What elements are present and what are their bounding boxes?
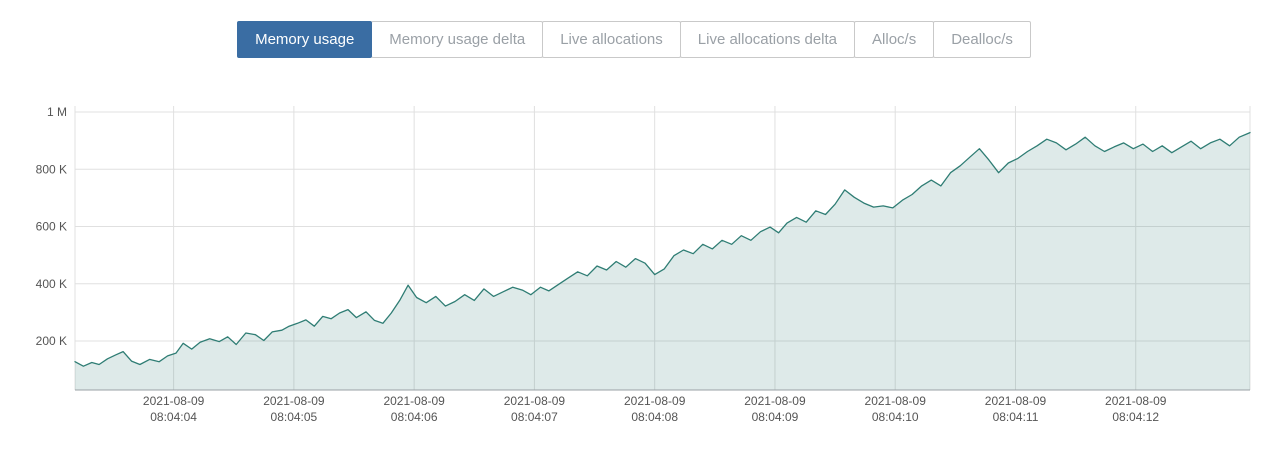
x-tick-time-label: 08:04:09	[752, 410, 799, 424]
x-tick-date-label: 2021-08-09	[865, 394, 927, 408]
tab-alloc-s[interactable]: Alloc/s	[854, 21, 935, 58]
x-tick-date-label: 2021-08-09	[744, 394, 806, 408]
x-tick-date-label: 2021-08-09	[624, 394, 686, 408]
tab-dealloc-s[interactable]: Dealloc/s	[933, 21, 1031, 58]
y-tick-label: 200 K	[36, 334, 67, 348]
x-tick-date-label: 2021-08-09	[383, 394, 445, 408]
memory-usage-area	[75, 132, 1250, 390]
chart-area: 1 M 800 K 600 K 400 K 200 K 2021-08-09 08:04:0…	[0, 70, 1268, 430]
y-tick-label: 400 K	[36, 277, 67, 291]
x-tick-date-label: 2021-08-09	[1105, 394, 1167, 408]
tab-live-allocations[interactable]: Live allocations	[542, 21, 681, 58]
memory-usage-line	[74, 131, 1251, 367]
x-tick-time-label: 08:04:06	[391, 410, 438, 424]
y-tick-label: 800 K	[36, 162, 67, 176]
x-tick-time-label: 08:04:10	[872, 410, 919, 424]
x-tick-date-label: 2021-08-09	[263, 394, 325, 408]
x-tick-time-label: 08:04:08	[631, 410, 678, 424]
tab-bar: Memory usage Memory usage delta Live alloc…	[0, 21, 1268, 58]
memory-chart: 1 M 800 K 600 K 400 K 200 K 2021-08-09 08:04:0…	[36, 105, 1251, 424]
y-tick-label: 600 K	[36, 220, 67, 234]
x-tick-time-label: 08:04:04	[150, 410, 197, 424]
x-tick-date-label: 2021-08-09	[504, 394, 566, 408]
x-tick-time-label: 08:04:12	[1112, 410, 1159, 424]
y-tick-label: 1 M	[47, 105, 67, 119]
x-tick-date-label: 2021-08-09	[143, 394, 205, 408]
tab-memory-usage-delta[interactable]: Memory usage delta	[371, 21, 544, 58]
x-tick-date-label: 2021-08-09	[985, 394, 1047, 408]
tab-live-allocations-delta[interactable]: Live allocations delta	[679, 21, 856, 58]
tab-memory-usage[interactable]: Memory usage	[237, 21, 373, 58]
x-tick-time-label: 08:04:05	[271, 410, 318, 424]
x-tick-time-label: 08:04:11	[993, 410, 1039, 424]
x-tick-time-label: 08:04:07	[511, 410, 558, 424]
